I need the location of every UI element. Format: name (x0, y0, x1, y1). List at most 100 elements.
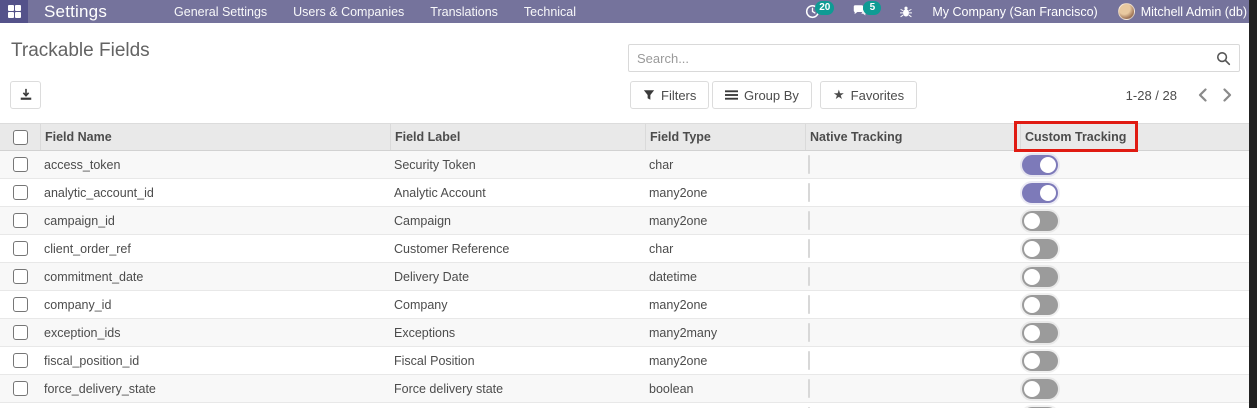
cell-field-type: boolean (649, 381, 694, 396)
apps-menu-button[interactable] (0, 0, 28, 23)
native-tracking-checkbox (808, 210, 810, 230)
row-checkbox[interactable] (12, 157, 28, 172)
custom-tracking-toggle[interactable] (1022, 294, 1058, 315)
menu-users-companies[interactable]: Users & Companies (293, 4, 405, 19)
row-checkbox[interactable] (12, 325, 28, 340)
cell-field-label: Company (394, 297, 448, 312)
native-tracking-checkbox (808, 350, 810, 370)
user-avatar (1117, 3, 1135, 20)
table-header-row: Field Name Field Label Field Type Native… (0, 123, 1249, 151)
menu-general-settings[interactable]: General Settings (174, 4, 268, 19)
cell-field-label: Exceptions (394, 325, 456, 340)
custom-tracking-toggle[interactable] (1022, 350, 1058, 371)
row-checkbox[interactable] (12, 297, 28, 312)
table-row[interactable]: campaign_id Campaign many2one (0, 207, 1249, 235)
user-name: Mitchell Admin (db) (1140, 4, 1247, 19)
native-tracking-checkbox (808, 378, 810, 398)
table-row[interactable]: fiscal_position_id Fiscal Position many2… (0, 347, 1249, 375)
cell-field-name: force_delivery_state (44, 381, 156, 396)
cell-field-type: many2one (649, 213, 708, 228)
row-checkbox[interactable] (12, 241, 28, 256)
messages-button[interactable]: 5 (843, 0, 890, 23)
select-all-checkbox-cell (0, 124, 40, 150)
cell-field-type: many2many (649, 325, 718, 340)
table-row[interactable]: commitment_date Delivery Date datetime (0, 263, 1249, 291)
table-row[interactable]: client_order_ref Customer Reference char (0, 235, 1249, 263)
native-tracking-checkbox (808, 322, 810, 342)
custom-tracking-toggle[interactable] (1022, 406, 1058, 408)
header-native-tracking[interactable]: Native Tracking (805, 124, 1020, 150)
cell-field-name: commitment_date (44, 269, 144, 284)
nav-menu: General Settings Users & Companies Trans… (161, 0, 589, 23)
row-checkbox[interactable] (12, 213, 28, 228)
table-row[interactable]: company_id Company many2one (0, 291, 1249, 319)
row-checkbox[interactable] (12, 353, 28, 368)
cell-field-type: char (649, 157, 674, 172)
custom-tracking-toggle[interactable] (1022, 154, 1058, 175)
cell-field-type: char (649, 241, 674, 256)
header-field-label[interactable]: Field Label (390, 124, 645, 150)
cell-field-name: campaign_id (44, 213, 115, 228)
favorites-button[interactable]: ★ Favorites (820, 81, 918, 109)
table-row[interactable] (0, 403, 1249, 408)
table-row[interactable]: analytic_account_id Analytic Account man… (0, 179, 1249, 207)
cell-field-label: Fiscal Position (394, 353, 475, 368)
table-row[interactable]: access_token Security Token char (0, 151, 1249, 179)
pager-previous-button[interactable] (1195, 86, 1210, 104)
export-button[interactable] (10, 81, 41, 109)
cell-field-name: analytic_account_id (44, 185, 154, 200)
custom-tracking-toggle[interactable] (1022, 378, 1058, 399)
group-by-label: Group By (744, 87, 799, 103)
search-input[interactable] (629, 50, 1208, 66)
cell-field-type: many2one (649, 353, 708, 368)
pager-next-button[interactable] (1220, 86, 1235, 104)
search-icon[interactable] (1208, 51, 1239, 66)
filters-button[interactable]: Filters (630, 81, 710, 109)
cell-field-label: Security Token (394, 157, 476, 172)
trackable-fields-table: Field Name Field Label Field Type Native… (0, 123, 1249, 408)
top-navbar: Settings General Settings Users & Compan… (0, 0, 1257, 23)
header-field-name[interactable]: Field Name (40, 124, 390, 150)
row-checkbox[interactable] (12, 185, 28, 200)
row-checkbox[interactable] (12, 269, 28, 284)
systray: 20 5 My Company (San Francisco) Mitchell… (796, 0, 1257, 23)
row-checkbox[interactable] (12, 381, 28, 396)
download-icon (20, 88, 31, 100)
cell-field-label: Customer Reference (394, 241, 510, 256)
filter-funnel-icon (643, 89, 655, 101)
native-tracking-checkbox (808, 182, 810, 202)
filters-label: Filters (661, 87, 697, 103)
custom-tracking-toggle[interactable] (1022, 210, 1058, 231)
native-tracking-checkbox (808, 294, 810, 314)
cell-field-label: Delivery Date (394, 269, 470, 284)
debug-button[interactable] (890, 0, 922, 23)
cell-field-type: many2one (649, 185, 708, 200)
custom-tracking-toggle[interactable] (1022, 266, 1058, 287)
activity-count-badge: 20 (815, 0, 835, 15)
header-custom-tracking[interactable]: Custom Tracking (1020, 124, 1249, 150)
table-row[interactable]: force_delivery_state Force delivery stat… (0, 375, 1249, 403)
group-by-lines-icon (725, 89, 738, 101)
cell-field-name: exception_ids (44, 325, 121, 340)
header-field-type[interactable]: Field Type (645, 124, 805, 150)
menu-technical[interactable]: Technical (523, 4, 577, 19)
native-tracking-checkbox (808, 406, 810, 408)
group-by-button[interactable]: Group By (712, 81, 812, 109)
custom-tracking-toggle[interactable] (1022, 322, 1058, 343)
search-box (628, 44, 1240, 72)
right-edge-dark-strip (1249, 0, 1257, 408)
app-title: Settings (44, 1, 108, 21)
activities-button[interactable]: 20 (796, 0, 843, 23)
table-row[interactable]: exception_ids Exceptions many2many (0, 319, 1249, 347)
company-switcher[interactable]: My Company (San Francisco) (932, 4, 1098, 19)
cell-field-name: client_order_ref (44, 241, 131, 256)
custom-tracking-toggle[interactable] (1022, 238, 1058, 259)
select-all-checkbox[interactable] (12, 129, 28, 145)
cell-field-label: Analytic Account (394, 185, 486, 200)
native-tracking-checkbox (808, 238, 810, 258)
pager-range: 1-28 / 28 (1125, 87, 1177, 103)
user-menu[interactable]: Mitchell Admin (db) (1108, 0, 1257, 23)
custom-tracking-toggle[interactable] (1022, 182, 1058, 203)
menu-translations[interactable]: Translations (430, 4, 498, 19)
